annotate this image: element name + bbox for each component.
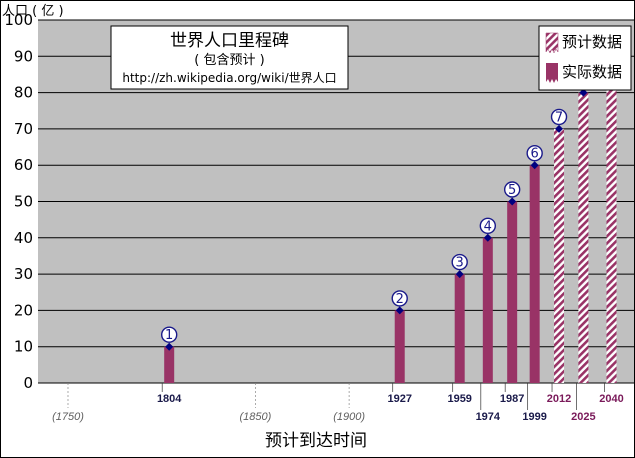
milestone-circle: [526, 144, 543, 162]
bar-1927: [394, 310, 405, 383]
x-tick-label: 2025: [571, 411, 595, 423]
milestone-number: 5: [508, 183, 516, 198]
x-tick-label: 1974: [476, 411, 501, 423]
bar-2040: [606, 56, 617, 384]
milestone-number: 7: [555, 110, 563, 125]
chart-title: 世界人口里程碑: [170, 31, 289, 51]
point-marker: [555, 124, 564, 133]
x-tick-label: 1987: [500, 393, 524, 405]
bar-2025: [578, 92, 589, 383]
bar-1959: [454, 274, 465, 383]
y-tick-label: 50: [14, 193, 33, 211]
title-box: 世界人口里程碑 ( 包含预计 ) http://zh.wikipedia.org…: [110, 25, 349, 90]
x-tick-label: 1959: [447, 393, 471, 405]
y-tick-label: 30: [14, 265, 33, 283]
reference-year-label: (1900): [333, 411, 365, 423]
milestone-number: 6: [531, 147, 539, 162]
milestone-circle: [451, 253, 468, 271]
milestone-number: 1: [165, 328, 173, 343]
chart-subtitle: ( 包含预计 ): [194, 52, 264, 68]
y-tick-label: 20: [14, 301, 33, 319]
milestone-circle: [479, 217, 497, 235]
bar-1999: [529, 165, 540, 383]
reference-year-label: (1750): [52, 411, 84, 423]
legend-label-projected: 预计数据: [562, 33, 622, 51]
bar-1804: [164, 346, 175, 383]
bar-1974: [482, 237, 493, 383]
point-marker: [579, 88, 588, 97]
y-tick-labels: 0 10 20 30 40 50 60 70 80 90 100: [4, 11, 33, 392]
legend-label-actual: 实际数据: [562, 63, 622, 81]
milestone-circle: [391, 290, 408, 307]
y-tick-label: 90: [14, 47, 33, 65]
x-tick-label: 2040: [599, 393, 623, 405]
x-axis-title: 预计到达时间: [265, 431, 367, 451]
point-marker: [530, 161, 539, 170]
x-tick-label: 1999: [522, 411, 546, 423]
y-tick-label: 60: [14, 156, 33, 174]
legend-item-projected: 预计数据: [545, 32, 622, 54]
y-tick-label: 100: [4, 11, 33, 29]
milestone-circle: [503, 181, 521, 198]
reference-year-label: (1850): [240, 411, 272, 423]
x-tick-label: 1927: [387, 393, 411, 405]
bar-1987: [507, 201, 518, 383]
milestone-circle: [160, 326, 178, 343]
legend: 预计数据 实际数据: [538, 25, 632, 91]
source-link[interactable]: http://zh.wikipedia.org/wiki/世界人口: [122, 71, 336, 85]
milestone-number: 4: [484, 219, 492, 234]
milestone-number: 2: [396, 292, 404, 307]
point-marker: [165, 342, 174, 351]
point-marker: [483, 233, 492, 242]
point-marker: [395, 306, 404, 315]
milestone-number: 3: [456, 256, 464, 271]
y-tick-label: 10: [14, 338, 33, 356]
point-marker: [455, 270, 464, 279]
y-axis-title: 人口 ( 亿 ): [2, 4, 64, 19]
bars: [164, 56, 617, 384]
bar-2012: [554, 128, 565, 383]
y-tick-label: 40: [14, 229, 33, 247]
legend-item-actual: 实际数据: [546, 63, 622, 83]
y-tick-label: 80: [14, 84, 33, 102]
milestone-circle: [550, 108, 568, 126]
y-tick-label: 0: [23, 374, 33, 392]
legend-swatch-actual: [546, 63, 558, 83]
legend-swatch-projected: [545, 32, 559, 54]
y-tick-label: 70: [14, 120, 33, 138]
x-tick-label: 2012: [547, 393, 571, 405]
point-marker: [508, 197, 517, 206]
x-tick-label: 1804: [157, 393, 182, 405]
